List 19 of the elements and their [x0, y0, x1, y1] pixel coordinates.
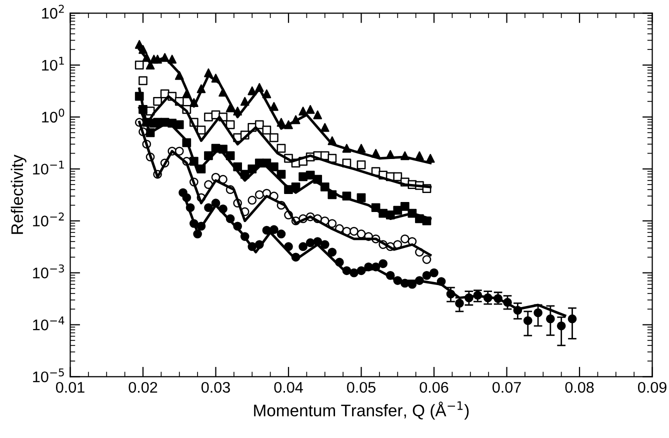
x-tick-label: 0.03 [201, 382, 230, 393]
y-tick-label: 10$^{−2}$ [33, 212, 64, 226]
y-tick-label: 10$^{−1}$ [33, 160, 64, 175]
y-tick-label: 10$^{0}$ [42, 108, 64, 123]
y-tick-label: 10$^{2}$ [42, 4, 64, 19]
y-tick-label: 10$^{1}$ [42, 56, 64, 71]
y-tick-label: 10$^{−3}$ [33, 264, 64, 278]
y-axis-title: Reflectivity [10, 154, 26, 234]
x-tick-label: 0.01 [56, 382, 84, 393]
x-tick-label: 0.04 [274, 382, 303, 393]
y-tick-label: 10$^{−5}$ [33, 368, 64, 382]
x-axis-title: Momentum Transfer, Q (Å$^{−1}$) [254, 401, 469, 420]
y-tick-label: 10$^{−4}$ [33, 316, 64, 330]
x-tick-label: 0.08 [565, 382, 594, 393]
x-tick-label: 0.06 [420, 382, 448, 393]
x-tick-label: 0.09 [638, 382, 666, 393]
x-tick-label: 0.07 [492, 382, 521, 393]
x-tick-label: 0.05 [346, 382, 376, 393]
x-tick-label: 0.02 [128, 382, 158, 393]
